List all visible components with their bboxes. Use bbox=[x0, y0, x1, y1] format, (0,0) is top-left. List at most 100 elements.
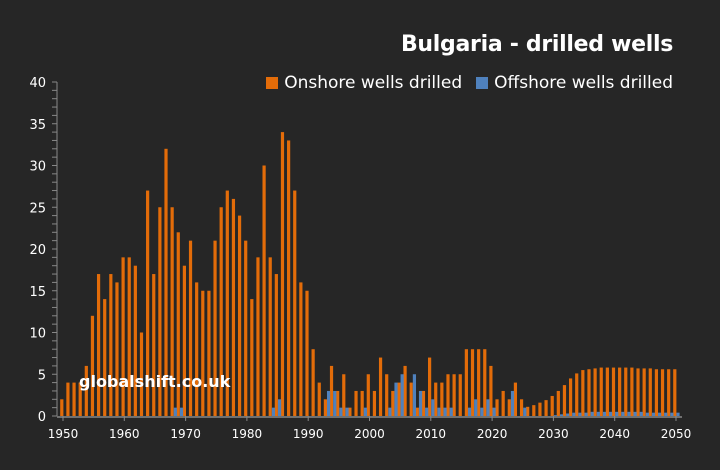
bar-onshore bbox=[562, 385, 567, 416]
bar-onshore bbox=[237, 215, 242, 416]
bar-offshore bbox=[492, 407, 496, 416]
bar-onshore bbox=[568, 378, 573, 416]
bar-onshore bbox=[550, 395, 554, 416]
x-tick-label: 2030 bbox=[538, 427, 569, 441]
bar-offshore bbox=[437, 407, 441, 416]
bar-onshore bbox=[575, 373, 579, 416]
x-tick-label: 2020 bbox=[477, 427, 508, 441]
bar-offshore bbox=[627, 411, 631, 416]
y-tick-label: 25 bbox=[29, 201, 46, 216]
bar-onshore bbox=[280, 132, 285, 416]
bar-onshore bbox=[636, 368, 640, 416]
bar-onshore bbox=[538, 402, 542, 416]
bar-onshore bbox=[360, 390, 364, 416]
legend: Onshore wells drilled Offshore wells dri… bbox=[266, 73, 673, 93]
x-tick-label: 1980 bbox=[232, 427, 263, 441]
bar-offshore bbox=[179, 407, 184, 416]
bar-onshore bbox=[188, 240, 193, 416]
bar-onshore bbox=[593, 368, 597, 416]
bar-onshore bbox=[317, 382, 321, 416]
bar-onshore bbox=[415, 407, 419, 416]
bar-onshore bbox=[250, 299, 254, 416]
bar-offshore bbox=[486, 399, 490, 416]
bar-onshore bbox=[109, 274, 113, 416]
bar-onshore bbox=[544, 400, 548, 416]
bar-onshore bbox=[256, 257, 260, 416]
bar-onshore bbox=[127, 257, 131, 416]
bar-onshore bbox=[262, 165, 266, 416]
bar-onshore bbox=[513, 382, 518, 416]
bar-offshore bbox=[277, 399, 282, 416]
bar-onshore bbox=[624, 367, 628, 416]
bar-offshore bbox=[333, 390, 337, 416]
x-tick-label: 2040 bbox=[599, 427, 630, 441]
bar-onshore bbox=[342, 374, 346, 416]
bar-onshore bbox=[391, 390, 395, 416]
bar-offshore bbox=[400, 374, 404, 416]
y-tick-label: 10 bbox=[29, 327, 46, 342]
bar-offshore bbox=[578, 412, 582, 416]
bar-onshore bbox=[219, 207, 223, 416]
bar-offshore bbox=[664, 412, 668, 416]
bar-onshore bbox=[201, 290, 205, 416]
bar-onshore bbox=[421, 390, 426, 416]
bar-onshore bbox=[225, 190, 229, 416]
bar-offshore bbox=[431, 399, 435, 416]
bar-offshore bbox=[553, 415, 557, 416]
x-tick-label: 1990 bbox=[293, 427, 324, 441]
bar-offshore bbox=[651, 412, 656, 416]
y-tick-label: 40 bbox=[29, 76, 46, 91]
bar-onshore bbox=[146, 190, 150, 416]
y-tick-label: 15 bbox=[29, 285, 46, 300]
bar-offshore bbox=[480, 407, 484, 416]
bar-offshore bbox=[608, 411, 613, 416]
bar-onshore bbox=[428, 357, 432, 416]
bar-onshore bbox=[385, 374, 389, 416]
y-tick-label: 0 bbox=[38, 410, 46, 425]
bar-onshore bbox=[611, 367, 616, 416]
bar-onshore bbox=[231, 198, 236, 416]
bar-offshore bbox=[449, 407, 453, 416]
bar-offshore bbox=[523, 407, 527, 416]
bar-offshore bbox=[621, 411, 625, 416]
bar-onshore bbox=[323, 399, 327, 416]
bar-onshore bbox=[618, 367, 622, 416]
bar-onshore bbox=[121, 257, 125, 416]
x-tick-label: 1950 bbox=[48, 427, 79, 441]
bar-onshore bbox=[366, 374, 370, 416]
bar-onshore bbox=[170, 207, 174, 416]
bar-onshore bbox=[348, 407, 352, 416]
bar-onshore bbox=[660, 369, 665, 416]
bar-onshore bbox=[305, 290, 309, 416]
bar-offshore bbox=[173, 407, 177, 416]
bar-onshore bbox=[115, 282, 119, 416]
y-tick-label: 35 bbox=[29, 118, 46, 133]
bar-offshore bbox=[639, 411, 643, 416]
bar-onshore bbox=[60, 399, 64, 416]
bar-offshore bbox=[443, 407, 447, 416]
bar-onshore bbox=[103, 299, 107, 416]
x-tick-label: 2050 bbox=[661, 427, 692, 441]
bar-offshore bbox=[418, 390, 423, 416]
bar-offshore bbox=[388, 407, 392, 416]
bar-offshore bbox=[572, 412, 576, 416]
bar-offshore bbox=[474, 399, 478, 416]
legend-swatch-onshore bbox=[266, 77, 279, 89]
bar-onshore bbox=[139, 332, 144, 416]
bar-offshore bbox=[633, 411, 637, 416]
bar-offshore bbox=[602, 411, 607, 416]
bar-onshore bbox=[667, 369, 671, 416]
bar-onshore bbox=[195, 282, 199, 416]
legend-item-onshore: Onshore wells drilled bbox=[266, 73, 462, 93]
bar-onshore bbox=[372, 390, 377, 416]
bar-offshore bbox=[559, 414, 564, 416]
bar-onshore bbox=[84, 365, 88, 416]
bar-onshore bbox=[397, 382, 401, 416]
bar-onshore bbox=[268, 257, 272, 416]
bar-onshore bbox=[446, 374, 450, 416]
bar-offshore bbox=[363, 407, 367, 416]
bar-onshore bbox=[274, 274, 278, 416]
bar-onshore bbox=[329, 365, 334, 416]
bar-onshore bbox=[501, 390, 505, 416]
